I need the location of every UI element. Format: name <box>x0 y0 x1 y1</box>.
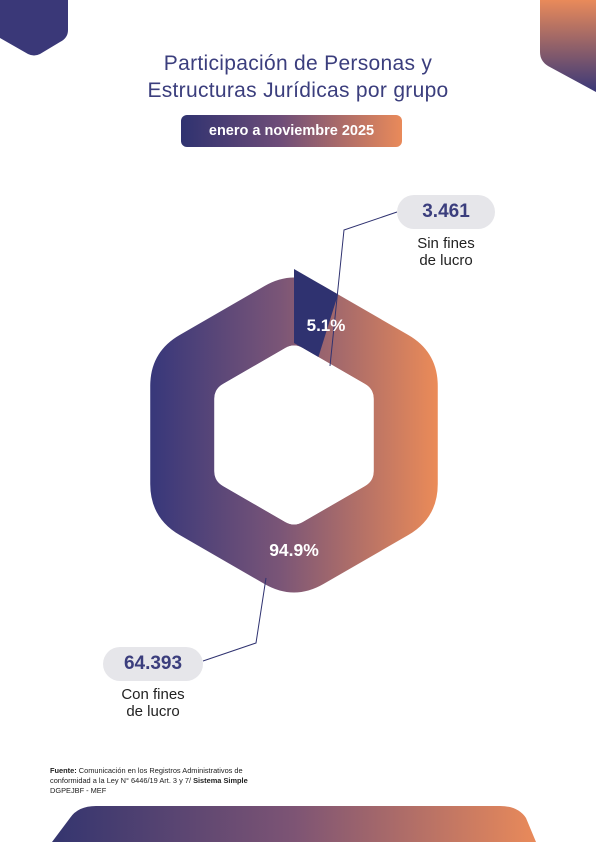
corner-shape-top-right <box>540 0 596 92</box>
source-line-3: DGPEJBF - MEF <box>50 786 107 795</box>
hexagon-donut <box>150 269 438 593</box>
category-label-sin-fines-line2: de lucro <box>419 252 473 269</box>
donut-segment-sin-fines <box>294 269 338 358</box>
title-line-2: Estructuras Jurídicas por grupo <box>147 79 449 102</box>
percent-label-sin-fines: 5.1% <box>307 316 346 335</box>
source-label: Fuente: <box>50 766 77 775</box>
percent-label-con-fines: 94.9% <box>269 540 319 560</box>
leader-line-sin-fines <box>329 211 398 367</box>
category-label-sin-fines-line1: Sin fines <box>417 235 475 252</box>
category-label-con-fines-line2: de lucro <box>126 703 180 720</box>
leader-line-con-fines <box>202 577 267 662</box>
page-title: Participación de Personas y Estructuras … <box>0 50 596 104</box>
source-line-2: conformidad a la Ley N° 6446/19 Art. 3 y… <box>50 776 191 785</box>
category-label-con-fines: Con fines de lucro <box>103 686 203 720</box>
title-line-1: Participación de Personas y <box>163 52 433 75</box>
donut-segment-con-fines <box>150 277 438 593</box>
corner-shape-top-left <box>0 0 68 56</box>
category-label-sin-fines: Sin fines de lucro <box>396 235 496 269</box>
value-pill-sin-fines: 3.461 <box>397 195 495 229</box>
source-system: Sistema Simple <box>193 776 248 785</box>
source-note: Fuente: Comunicación en los Registros Ad… <box>50 766 350 796</box>
period-badge: enero a noviembre 2025 <box>181 115 402 147</box>
source-line-1: Comunicación en los Registros Administra… <box>78 766 243 775</box>
category-label-con-fines-line1: Con fines <box>121 686 185 703</box>
value-pill-con-fines: 64.393 <box>103 647 203 681</box>
footer-band <box>52 806 536 842</box>
donut-hole <box>214 345 374 525</box>
